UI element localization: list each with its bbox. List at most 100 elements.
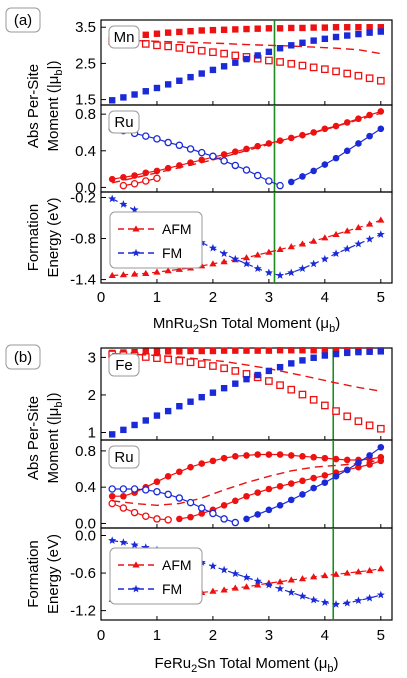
data-point — [198, 27, 205, 34]
data-point — [265, 377, 273, 385]
panel-moment-tm: 1.5 2.5 3.5 Mn — [75, 19, 393, 109]
data-point — [220, 454, 228, 462]
data-point — [253, 264, 262, 273]
panel-label: Mn — [114, 29, 135, 46]
data-point — [197, 46, 206, 55]
data-point — [164, 81, 172, 88]
legend-label: FM — [162, 245, 182, 261]
data-point — [321, 35, 329, 43]
data-point — [276, 482, 284, 490]
data-point — [265, 347, 273, 354]
data-point — [332, 347, 340, 354]
y-axis-title-energy-line1: Formation — [25, 204, 42, 272]
data-point — [164, 490, 172, 499]
y-tick-label: -1.2 — [70, 603, 96, 620]
data-point — [287, 178, 295, 186]
x-tick-label: 4 — [321, 627, 329, 644]
panel-label: Ru — [114, 114, 133, 131]
data-point — [153, 268, 161, 275]
data-point — [276, 381, 284, 390]
data-point — [276, 181, 284, 190]
data-point — [355, 24, 362, 31]
data-point — [130, 180, 139, 188]
data-point — [242, 583, 251, 590]
data-point — [187, 398, 194, 405]
data-point — [366, 452, 373, 459]
data-point — [310, 167, 317, 175]
data-point — [187, 463, 194, 471]
data-point — [332, 154, 340, 162]
data-point — [197, 504, 206, 512]
data-point — [288, 347, 295, 354]
data-point — [220, 258, 228, 265]
data-point — [343, 569, 351, 576]
data-point — [220, 384, 228, 392]
data-point — [231, 51, 240, 60]
y-axis-title-moment: Abs Per-Site Moment (|μb|) — [25, 393, 65, 484]
y-tick-label: 0.0 — [75, 179, 96, 196]
legend-marker — [132, 584, 140, 593]
data-point — [264, 580, 273, 589]
data-point — [299, 357, 306, 364]
data-point — [209, 587, 217, 594]
data-point — [298, 575, 307, 582]
data-point — [130, 270, 139, 277]
x-axis-title-sub: 2 — [191, 663, 197, 675]
data-point — [243, 347, 250, 354]
y-axis-title-moment: Abs Per-Site Moment (|μb|) — [25, 61, 65, 152]
data-point — [299, 477, 306, 485]
panel-label-box — [108, 110, 140, 134]
data-point — [209, 457, 217, 465]
data-point — [276, 347, 284, 354]
data-point — [232, 347, 239, 354]
data-point — [365, 421, 374, 430]
y-axis-title-moment-line2-main: Moment (|μ — [45, 76, 62, 152]
data-point — [276, 502, 284, 509]
series-line — [112, 352, 381, 392]
y-tick-label: -0.6 — [70, 565, 96, 582]
panel-moment-ru: 0.0 0.4 0.8 Ru — [75, 104, 393, 196]
data-point — [119, 485, 128, 493]
series-line — [112, 453, 381, 497]
data-point — [299, 39, 306, 46]
data-point — [164, 267, 172, 274]
data-point — [343, 598, 352, 607]
data-point — [355, 463, 362, 471]
data-point — [108, 97, 116, 104]
x-tick-label: 1 — [153, 289, 161, 306]
data-point — [119, 538, 128, 546]
data-point — [309, 395, 318, 404]
data-point — [108, 536, 117, 544]
data-point — [287, 243, 295, 250]
data-point — [142, 132, 150, 140]
data-point — [153, 30, 161, 37]
data-point — [366, 461, 373, 468]
data-point — [264, 268, 273, 277]
data-point — [120, 174, 127, 181]
data-point — [209, 260, 217, 267]
legend-marker — [132, 225, 140, 232]
data-point — [142, 269, 150, 276]
y-axis-title-moment-line1: Abs Per-Site — [25, 396, 42, 480]
data-point — [187, 28, 194, 35]
data-point — [298, 390, 307, 399]
data-point — [365, 593, 374, 602]
series-red-dash — [112, 39, 381, 55]
data-point — [265, 367, 273, 375]
data-point — [131, 172, 138, 179]
data-point — [187, 73, 194, 81]
data-point — [377, 125, 385, 133]
data-point — [276, 25, 284, 32]
data-point — [343, 244, 352, 253]
data-point — [332, 24, 340, 31]
data-point — [175, 494, 184, 502]
data-point — [142, 169, 150, 177]
data-point — [287, 452, 295, 459]
data-point — [209, 48, 217, 57]
data-point — [176, 403, 183, 410]
data-point — [232, 497, 239, 505]
data-point — [187, 513, 194, 521]
legend-label: AFM — [162, 221, 192, 237]
data-point — [332, 407, 340, 415]
